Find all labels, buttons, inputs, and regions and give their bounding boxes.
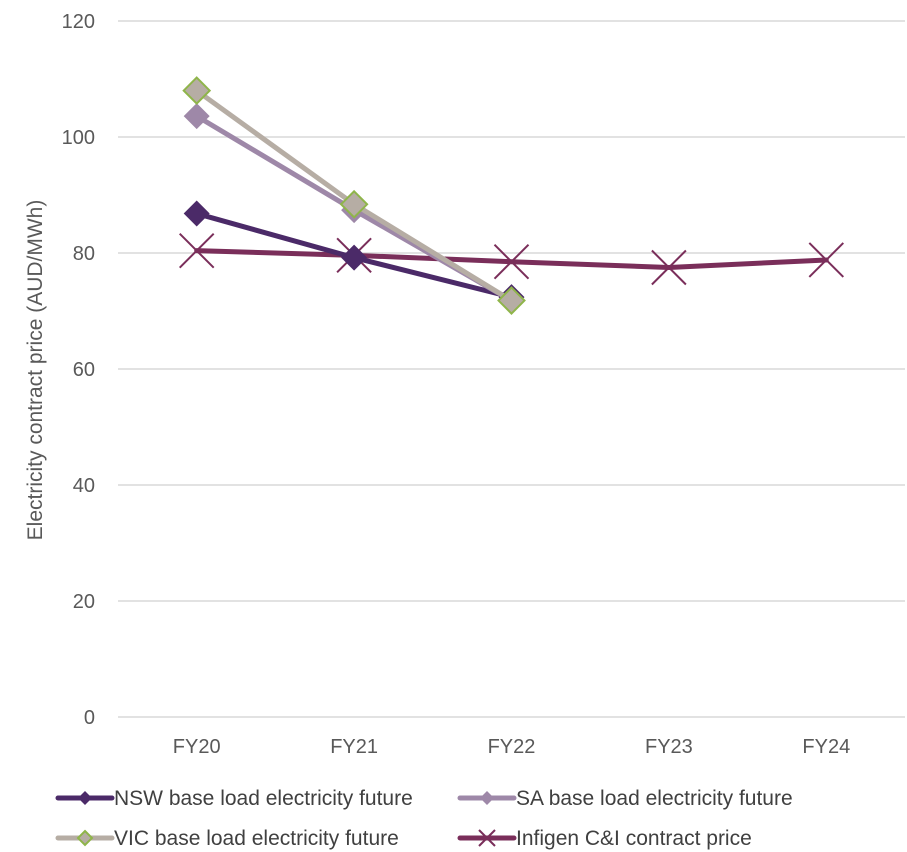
data-point-diamond bbox=[183, 103, 210, 130]
y-tick-label: 60 bbox=[73, 359, 95, 381]
y-tick-label: 120 bbox=[62, 11, 95, 33]
x-tick-label: FY24 bbox=[802, 736, 850, 758]
legend-marker-x bbox=[478, 829, 496, 847]
data-point-x-stroke-b bbox=[808, 242, 845, 278]
data-point-x bbox=[493, 243, 530, 280]
data-point-x bbox=[808, 242, 845, 278]
data-point-x-stroke-b bbox=[493, 243, 530, 280]
x-tick-label: FY22 bbox=[488, 736, 536, 758]
y-tick-label: 20 bbox=[73, 591, 95, 613]
data-point-x-stroke-b bbox=[651, 249, 687, 286]
legend-marker-diamond bbox=[480, 791, 494, 805]
data-point-diamond bbox=[183, 200, 210, 227]
legend-label: NSW base load electricity future bbox=[114, 787, 413, 810]
data-point-diamond bbox=[339, 189, 369, 219]
gridlines bbox=[118, 20, 905, 718]
y-tick-labels: 0 20 40 60 80 100 120 bbox=[62, 11, 95, 729]
y-tick-label: 40 bbox=[73, 475, 95, 497]
series-3 bbox=[178, 232, 845, 286]
legend-label: SA base load electricity future bbox=[516, 787, 793, 810]
legend-label: Infigen C&I contract price bbox=[516, 827, 752, 850]
legend-item: VIC base load electricity future bbox=[55, 827, 399, 850]
data-point-x-stroke-b bbox=[178, 232, 215, 269]
y-tick-label: 80 bbox=[73, 243, 95, 265]
legend-item: Infigen C&I contract price bbox=[457, 827, 752, 850]
series-layer bbox=[178, 76, 845, 315]
data-point-x bbox=[651, 249, 687, 286]
x-tick-label: FY23 bbox=[645, 736, 693, 758]
y-tick-label: 100 bbox=[62, 127, 95, 149]
data-point-diamond bbox=[497, 286, 526, 315]
x-tick-label: FY21 bbox=[330, 736, 378, 758]
legend-label: VIC base load electricity future bbox=[114, 827, 399, 850]
x-tick-labels: FY20 FY21 FY22 FY23 FY24 bbox=[173, 736, 850, 758]
legend: NSW base load electricity future SA base … bbox=[55, 787, 793, 850]
legend-marker-diamond bbox=[76, 829, 94, 847]
legend-marker-diamond bbox=[78, 791, 92, 805]
y-axis-title: Electricity contract price (AUD/MWh) bbox=[24, 200, 47, 541]
y-tick-label: 0 bbox=[84, 707, 95, 729]
series-2 bbox=[182, 76, 526, 315]
x-tick-label: FY20 bbox=[173, 736, 221, 758]
legend-item: NSW base load electricity future bbox=[55, 787, 413, 810]
data-point-diamond bbox=[182, 76, 212, 106]
legend-marker-x-stroke-b bbox=[478, 829, 496, 847]
legend-item: SA base load electricity future bbox=[457, 787, 793, 810]
data-point-diamond bbox=[341, 244, 368, 271]
data-point-x bbox=[178, 232, 215, 269]
